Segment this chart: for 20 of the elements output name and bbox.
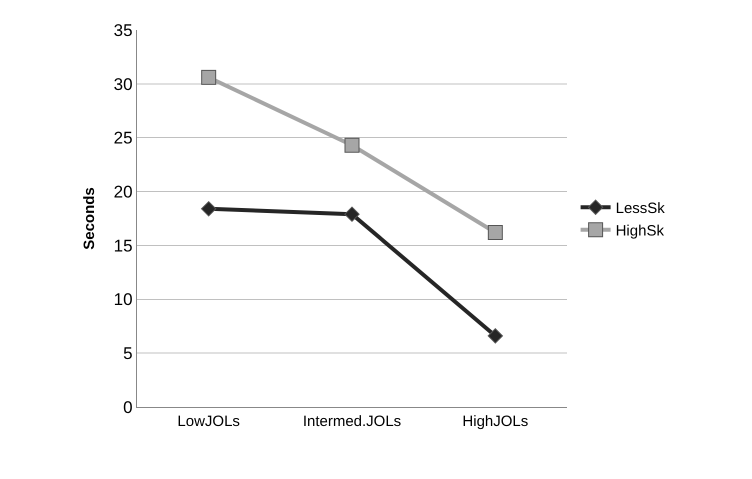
y-tick-label: 20 xyxy=(114,182,133,202)
point xyxy=(344,138,360,153)
point xyxy=(201,201,216,216)
y-tick-label: 0 xyxy=(123,398,133,417)
point xyxy=(488,225,503,240)
legend-label: LessSk xyxy=(616,200,666,218)
y-tick-label: 10 xyxy=(114,290,133,310)
point xyxy=(201,70,216,85)
y-tick-label: 35 xyxy=(114,20,133,40)
point xyxy=(488,328,503,344)
point xyxy=(344,206,360,222)
y-tick-label: 15 xyxy=(114,236,133,256)
x-tick-label: Intermed.JOLs xyxy=(302,413,402,430)
y-tick-label: 25 xyxy=(114,128,133,148)
x-tick-label: LowJOLs xyxy=(177,413,240,430)
y-tick-label: 30 xyxy=(114,74,133,94)
x-tick-label: HighJOLs xyxy=(462,413,528,430)
legend-label: HighSk xyxy=(616,222,664,240)
y-tick-label: 5 xyxy=(123,344,133,364)
y-axis-title: Seconds xyxy=(80,187,98,250)
